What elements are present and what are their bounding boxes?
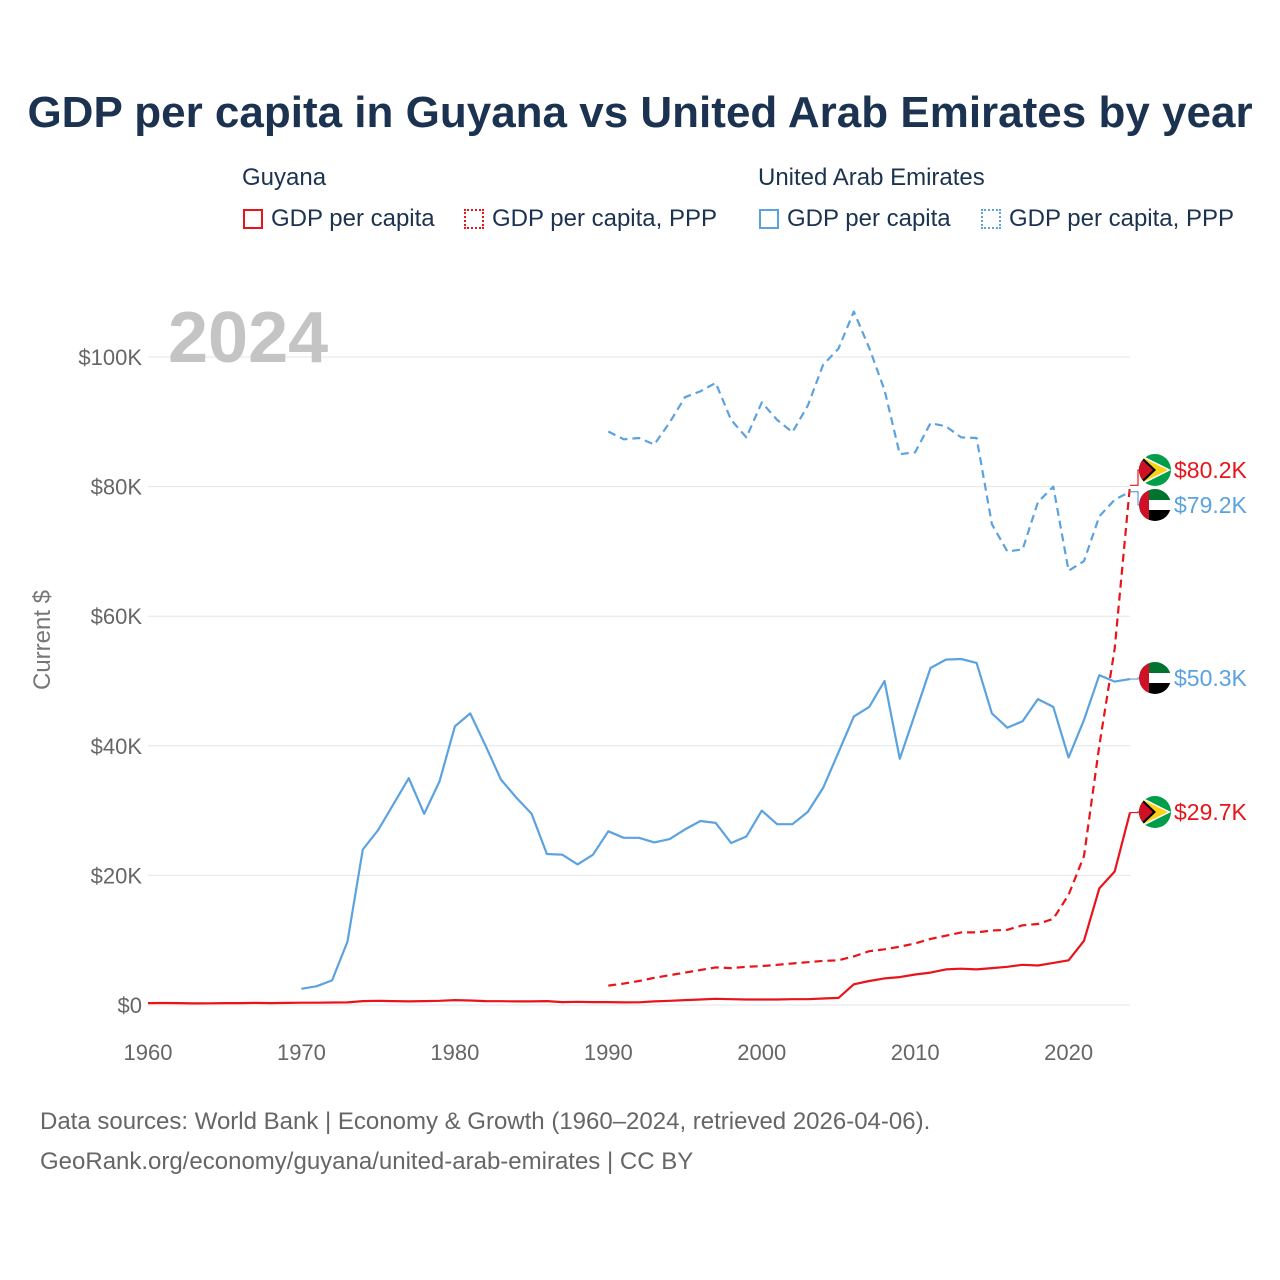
y-axis: $0 $20K $40K $60K $80K $100K [78, 345, 142, 1018]
y-tick-label: $0 [118, 993, 142, 1018]
flag-green-band [1139, 662, 1171, 673]
flag-black-band [1139, 510, 1171, 521]
legend-item-label: GDP per capita, PPP [1009, 205, 1234, 232]
flag-white-band [1139, 673, 1171, 683]
guyana-flag-icon [1139, 796, 1171, 828]
x-tick-label: 1980 [430, 1040, 479, 1065]
series-line-uae-dashed [607, 310, 1131, 572]
legend-item-guyana-gdp[interactable]: GDP per capita [243, 205, 435, 233]
footer-source: Data sources: World Bank | Economy & Gro… [40, 1108, 931, 1135]
x-tick-label: 1970 [277, 1040, 326, 1065]
uae-flag-icon [1139, 489, 1171, 521]
flag-body [1139, 796, 1171, 828]
y-tick-label: $80K [91, 475, 143, 500]
flag-black-band [1139, 683, 1171, 694]
legend-item-label: GDP per capita [787, 205, 951, 232]
series-line-guyana-dashed [608, 485, 1132, 987]
y-tick-label: $100K [78, 345, 142, 370]
y-tick-label: $60K [91, 604, 143, 629]
x-axis: 1960 1970 1980 1990 2000 2010 2020 [124, 1040, 1094, 1065]
legend-group-uae: United Arab Emirates [758, 164, 985, 191]
end-connector [1130, 677, 1139, 680]
flag-red-triangle [1139, 457, 1153, 483]
legend-swatch-solid-icon [243, 209, 263, 229]
legend-item-uae-gdp[interactable]: GDP per capita [759, 205, 951, 233]
legend-item-uae-ppp[interactable]: GDP per capita, PPP [981, 205, 1234, 233]
year-watermark: 2024 [168, 298, 328, 378]
series-line-guyana-solid [147, 812, 1132, 1005]
end-value-label: $50.3K [1174, 665, 1248, 691]
x-tick-label: 2000 [737, 1040, 786, 1065]
line-chart: $0 $20K $40K $60K $80K $100K 1960 1970 1980 1990… [29, 298, 1248, 1065]
flag-red-band [1139, 662, 1149, 694]
flag-body [1139, 662, 1171, 694]
x-tick-label: 2020 [1044, 1040, 1093, 1065]
flag-red-triangle [1139, 799, 1153, 825]
x-tick-label: 2010 [891, 1040, 940, 1065]
legend-item-guyana-ppp[interactable]: GDP per capita, PPP [464, 205, 717, 233]
end-value-label: $29.7K [1174, 799, 1248, 825]
legend-item-label: GDP per capita, PPP [492, 205, 717, 232]
flag-white-band [1139, 500, 1171, 510]
footer-url: GeoRank.org/economy/guyana/united-arab-e… [40, 1148, 694, 1175]
end-value-label: $79.2K [1174, 492, 1248, 518]
flag-green-band [1139, 489, 1171, 500]
end-connector [1130, 491, 1139, 506]
legend-swatch-dotted-icon [981, 209, 1001, 229]
flag-red-band [1139, 489, 1149, 521]
end-connector [1130, 469, 1139, 486]
gridlines [148, 356, 1130, 1006]
series-line-uae-solid [301, 657, 1131, 990]
legend-swatch-dotted-icon [464, 209, 484, 229]
y-tick-label: $40K [91, 734, 143, 759]
chart-title: GDP per capita in Guyana vs United Arab … [27, 88, 1253, 137]
flag-body [1139, 489, 1171, 521]
series-lines [147, 310, 1132, 1005]
x-tick-label: 1960 [124, 1040, 173, 1065]
y-axis-label: Current $ [29, 590, 56, 690]
guyana-flag-icon [1139, 454, 1171, 486]
legend-swatch-solid-icon [759, 209, 779, 229]
uae-flag-icon [1139, 662, 1171, 694]
legend-item-label: GDP per capita [271, 205, 435, 232]
y-tick-label: $20K [91, 863, 143, 888]
end-labels: $29.7K $80.2K $50.3K $79.2K [1130, 454, 1248, 828]
x-tick-label: 1990 [584, 1040, 633, 1065]
flag-body [1139, 454, 1171, 486]
end-value-label: $80.2K [1174, 457, 1248, 483]
legend-group-guyana: Guyana [242, 164, 327, 191]
end-connector [1130, 811, 1139, 814]
